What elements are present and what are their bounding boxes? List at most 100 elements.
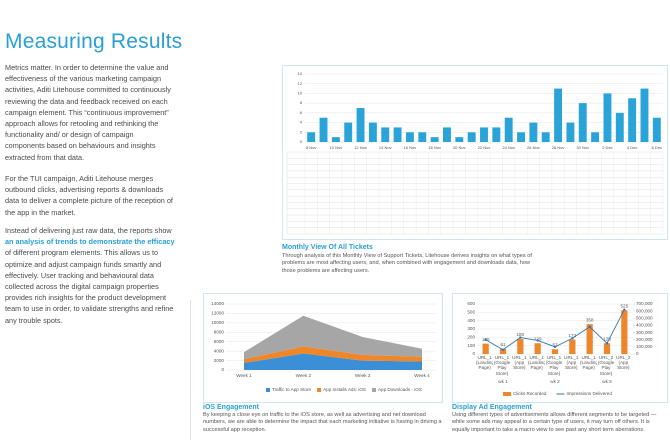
ios-chart: 0 2000 4000 6000 8000 10000 12000 14000 Week 1 We… <box>203 293 443 403</box>
x-tick-label: 28 Nov <box>552 145 565 150</box>
bar <box>586 324 593 354</box>
bar <box>430 137 439 142</box>
bar <box>368 122 377 142</box>
line-point <box>553 345 557 349</box>
x-tick-label: URL_2 (App Store) <box>616 355 631 371</box>
x-tick-label: URL_1 (Landing Page) <box>528 355 546 371</box>
bar <box>551 349 559 354</box>
caption-text: By keeping a close eye on traffic to the… <box>203 412 442 433</box>
x-tick-label: 14 Nov <box>379 145 392 150</box>
bar <box>529 122 538 142</box>
bar <box>443 127 451 142</box>
bar <box>603 93 612 142</box>
group-label: wk 1 <box>498 379 508 384</box>
bar <box>621 310 628 354</box>
y-tick-label: 0 <box>221 367 224 372</box>
x-tick-label: Week 3 <box>355 373 371 378</box>
caption-title: Monthly View Of All Tickets <box>282 244 373 251</box>
legend-swatch <box>371 388 376 392</box>
x-tick-label: 18 Nov <box>428 145 441 150</box>
y2-tick-label: 0 <box>636 351 639 356</box>
bar <box>652 117 661 142</box>
paragraph: Instead of delivering just raw data, the… <box>5 225 175 326</box>
data-label: 358 <box>586 317 594 322</box>
x-tick-label: 26 Nov <box>527 145 540 150</box>
y-tick-label: 12000 <box>211 311 224 316</box>
area <box>244 346 422 363</box>
x-tick-label: URL_2 (Google Play Store) <box>597 355 615 376</box>
y-tick-label: 8000 <box>214 330 225 335</box>
bar <box>534 343 541 354</box>
x-tick-label: URL_1 (App Store) <box>564 355 579 371</box>
caption-text: Using different types of advertisements … <box>452 412 657 433</box>
y2-tick-label: 200,000 <box>636 337 653 342</box>
area <box>244 315 422 360</box>
y-tick-label: 0 <box>300 139 303 144</box>
bar <box>344 122 353 142</box>
bar <box>492 127 501 142</box>
y-tick-label: 300 <box>467 326 475 331</box>
line-point <box>484 338 487 341</box>
y2-tick-label: 400,000 <box>636 323 653 328</box>
line-point <box>605 342 609 345</box>
data-label: 129 <box>603 336 611 341</box>
y-tick-label: 4 <box>300 120 303 125</box>
y-tick-label: 0 <box>472 351 475 356</box>
data-label: 61 <box>500 342 506 347</box>
x-tick-label: 6 Dec <box>652 145 662 150</box>
bar <box>482 343 489 354</box>
highlight: an analysis of trends to demonstrate the… <box>5 237 175 247</box>
bar <box>405 132 414 142</box>
y2-tick-label: 100,000 <box>636 344 653 349</box>
bar <box>499 348 507 354</box>
y-tick-label: 500 <box>467 310 475 315</box>
legend-label: Impressions Delivered <box>566 391 612 396</box>
bar <box>566 122 575 142</box>
bar <box>603 343 611 354</box>
line-point <box>571 337 574 340</box>
legend-swatch <box>503 392 511 396</box>
bar <box>554 88 563 142</box>
y-tick-label: 14000 <box>211 301 224 306</box>
legend-label: App Installs Ads: iOS <box>323 387 366 392</box>
y-tick-label: 600 <box>467 301 475 306</box>
bar <box>467 132 476 142</box>
y-tick-label: 6000 <box>214 339 225 344</box>
y-tick-label: 6 <box>300 110 303 115</box>
line-point <box>588 325 591 329</box>
line-point <box>623 308 626 311</box>
x-tick-label: URL_1 (Google Play Store) <box>493 355 511 376</box>
line-point <box>501 348 505 351</box>
y2-tick-label: 600,000 <box>636 308 653 313</box>
legend-label: Clicks Recorded <box>513 391 547 396</box>
legend-swatch <box>266 388 270 392</box>
bar <box>591 132 600 142</box>
group-label: wk 3 <box>602 379 612 384</box>
bar <box>517 339 524 354</box>
data-label: 57 <box>552 342 558 347</box>
legend-swatch <box>317 388 322 392</box>
data-label: 180 <box>516 332 524 337</box>
caption-text: Through analysis of this Monthly View of… <box>282 253 532 274</box>
x-tick-label: 2 Dec <box>602 145 612 150</box>
x-tick-label: 22 Nov <box>478 145 491 150</box>
x-tick-label: URL_1 (Google Play Store) <box>545 355 563 376</box>
x-tick-label: Week 2 <box>296 373 312 378</box>
tickets-chart: 0 2 4 6 8 10 12 14 8 Nov 10 Nov 12 Nov 14 Nov 16 Nov… <box>282 65 668 240</box>
line-point <box>536 339 539 342</box>
y-tick-label: 2000 <box>214 358 225 363</box>
legend-label: Traffic to App Store <box>272 387 312 392</box>
bar <box>356 108 365 142</box>
bar <box>640 88 649 142</box>
y-tick-label: 10000 <box>211 320 224 325</box>
y-tick-label: 4000 <box>214 348 225 353</box>
x-tick-label: 24 Nov <box>502 145 515 150</box>
x-tick-label: 4 Dec <box>627 145 637 150</box>
bar <box>578 103 587 142</box>
caption-title: Display Ad Engagement <box>452 404 532 411</box>
x-tick-label: Week 1 <box>236 373 252 378</box>
x-tick-label: 8 Nov <box>306 145 316 150</box>
y-tick-label: 8 <box>300 100 303 105</box>
x-tick-label: 30 Nov <box>576 145 589 150</box>
caption-title: iOS Engagement <box>203 404 260 411</box>
